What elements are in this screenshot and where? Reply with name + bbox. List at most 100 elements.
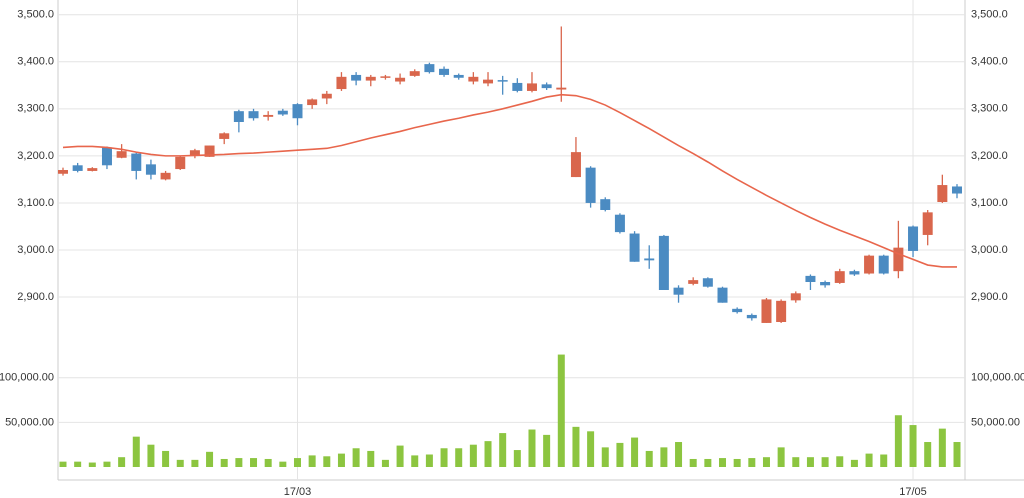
y-tick-label: 3,200.0 [17, 150, 54, 162]
volume-bar [762, 457, 770, 467]
volume-bar [484, 441, 492, 467]
volume-bar [587, 431, 595, 467]
y-tick-label: 3,400.0 [17, 56, 54, 68]
candle-body [570, 152, 581, 178]
volume-bar [323, 456, 331, 467]
volume-bar [616, 442, 624, 467]
volume-bar [132, 436, 140, 467]
candle-body [732, 308, 743, 313]
candle-body [439, 68, 450, 75]
candle-body [497, 80, 508, 82]
volume-bar [719, 458, 727, 467]
volume-bar [469, 444, 477, 467]
candle-body [248, 111, 259, 119]
candle-body [673, 287, 684, 295]
y-tick-label: 50,000.00 [5, 416, 54, 428]
volume-bar [74, 461, 82, 467]
candle-body [87, 168, 98, 171]
y-tick-label: 3,100.0 [17, 197, 54, 209]
volume-bar [894, 415, 902, 467]
candle-body [145, 164, 156, 175]
y-tick-label: 50,000.00 [971, 416, 1020, 428]
volume-bar [206, 451, 214, 467]
y-tick-label: 2,900.0 [971, 291, 1008, 303]
candle-body [688, 280, 699, 284]
x-tick-label: 17/03 [284, 486, 312, 498]
candle-body [908, 226, 919, 251]
volume-bar [631, 437, 639, 467]
candle-body [776, 300, 787, 322]
candle-body [468, 76, 479, 82]
y-tick-label: 3,000.0 [971, 244, 1008, 256]
volume-bar [660, 447, 668, 467]
candle-body [922, 212, 933, 235]
volume-bar [704, 458, 712, 467]
candle-body [849, 271, 860, 275]
volume-bar [381, 459, 389, 467]
y-tick-label: 3,300.0 [17, 103, 54, 115]
candle-body [658, 235, 669, 290]
candle-body [351, 74, 362, 81]
volume-bar [543, 434, 551, 467]
candle-body [453, 74, 464, 78]
y-tick-label: 3,500.0 [971, 9, 1008, 21]
candle-body [805, 275, 816, 282]
volume-bar [865, 453, 873, 467]
volume-bar [220, 458, 228, 467]
y-tick-label: 2,900.0 [17, 291, 54, 303]
candle-body [541, 84, 552, 89]
candle-body [600, 199, 611, 210]
candle-body [131, 153, 142, 171]
volume-bar [337, 453, 345, 467]
candle-body [644, 258, 655, 261]
candle-body [746, 314, 757, 319]
candle-body [58, 170, 68, 174]
y-tick-label: 3,200.0 [971, 150, 1008, 162]
volume-bar [953, 442, 961, 467]
candle-body [277, 110, 288, 115]
volume-bar [103, 461, 111, 467]
volume-bar [748, 458, 756, 467]
volume-bar [352, 448, 360, 467]
volume-bar [191, 459, 199, 467]
candle-body [820, 282, 831, 286]
y-tick-label: 3,500.0 [17, 9, 54, 21]
candle-body [380, 76, 391, 78]
candle-body [614, 214, 625, 233]
volume-bar [59, 461, 67, 467]
candle-body [219, 133, 230, 139]
y-tick-label: 3,100.0 [971, 197, 1008, 209]
candle-body [175, 156, 186, 170]
candle-body [937, 185, 948, 202]
volume-bar [250, 458, 258, 467]
volume-bar [821, 457, 829, 467]
candle-body [233, 111, 244, 122]
volume-bar [176, 459, 184, 467]
candle-body [864, 255, 875, 274]
volume-bar [572, 426, 580, 467]
volume-bar [147, 444, 155, 467]
candle-body [336, 76, 347, 90]
moving-average-line [62, 93, 957, 268]
volume-bar [528, 429, 536, 467]
candle-body [702, 278, 713, 287]
volume-bar [777, 447, 785, 467]
candle-body [307, 99, 318, 106]
candle-body [72, 165, 83, 171]
volume-bar [499, 433, 507, 467]
candle-body [292, 104, 303, 119]
volume-bar [836, 456, 844, 467]
candle-body [160, 172, 171, 180]
volume-bar [733, 458, 741, 467]
volume-bar [411, 455, 419, 467]
volume-bar [425, 454, 433, 467]
candle-body [395, 77, 406, 82]
candle-body [512, 82, 523, 91]
volume-bar [909, 425, 917, 467]
volume-bar [235, 458, 243, 467]
candle-body [834, 271, 845, 283]
candle-body [952, 186, 962, 194]
volume-bar [880, 454, 888, 467]
y-tick-label: 3,300.0 [971, 103, 1008, 115]
